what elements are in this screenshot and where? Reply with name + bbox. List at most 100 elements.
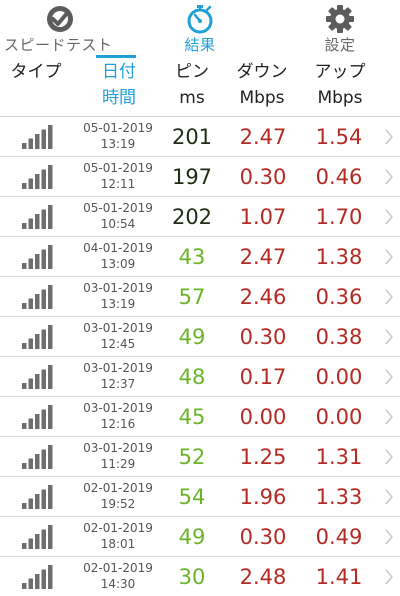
result-datetime: 05-01-2019 13:19 — [76, 120, 160, 152]
sort-upload-header[interactable]: アップ Mbps — [306, 59, 374, 111]
ping-header-label: ピン — [175, 62, 209, 82]
type-header-label: タイプ — [10, 62, 62, 82]
chevron-right-icon — [385, 569, 393, 585]
result-download: 0.30 — [239, 165, 287, 189]
signal-bars-icon — [22, 125, 53, 149]
result-time: 11:29 — [100, 457, 136, 471]
result-row[interactable]: 05-01-2019 13:19 201 2.47 1.54 — [0, 117, 400, 157]
result-time: 13:19 — [100, 297, 136, 311]
sort-ping-header[interactable]: ピン ms — [160, 59, 224, 111]
sort-download-header[interactable]: ダウン Mbps — [228, 59, 296, 111]
result-upload: 0.49 — [315, 525, 363, 549]
result-upload: 0.46 — [315, 165, 363, 189]
result-download: 0.30 — [239, 325, 287, 349]
result-time: 12:11 — [100, 177, 136, 191]
signal-bars-icon — [22, 285, 53, 309]
download-header-label: ダウン — [236, 62, 288, 82]
signal-bars-icon — [22, 245, 53, 269]
result-row[interactable]: 03-01-2019 12:45 49 0.30 0.38 — [0, 317, 400, 357]
result-datetime: 03-01-2019 11:29 — [76, 440, 160, 472]
result-ping: 52 — [178, 445, 206, 469]
signal-bars-icon — [22, 365, 53, 389]
chevron-right-icon — [385, 529, 393, 545]
result-time: 19:52 — [100, 497, 136, 511]
chevron-right-icon — [385, 289, 393, 305]
tab-results[interactable]: 結果 — [120, 0, 280, 54]
result-date: 05-01-2019 — [83, 161, 153, 175]
result-datetime: 04-01-2019 13:09 — [76, 240, 160, 272]
chevron-right-icon — [385, 209, 393, 225]
result-download: 0.17 — [239, 365, 287, 389]
result-date: 03-01-2019 — [83, 361, 153, 375]
result-upload: 1.41 — [315, 565, 363, 589]
tab-speedtest[interactable]: スピードテスト — [0, 0, 120, 54]
result-time: 12:45 — [100, 337, 136, 351]
top-tab-bar: スピードテスト 結果 設定 — [0, 0, 400, 54]
results-table-header: タイプ 日付 時間 ピン ms ダウン Mbps アップ Mbps — [0, 53, 400, 117]
tab-settings[interactable]: 設定 — [280, 0, 400, 54]
result-date: 02-01-2019 — [83, 521, 153, 535]
result-row[interactable]: 03-01-2019 11:29 52 1.25 1.31 — [0, 437, 400, 477]
chevron-right-icon — [385, 129, 393, 145]
result-datetime: 03-01-2019 12:37 — [76, 360, 160, 392]
chevron-right-icon — [385, 409, 393, 425]
result-ping: 48 — [178, 365, 206, 389]
result-row[interactable]: 03-01-2019 13:19 57 2.46 0.36 — [0, 277, 400, 317]
result-download: 0.30 — [239, 525, 287, 549]
result-time: 14:30 — [100, 577, 136, 591]
result-row[interactable]: 02-01-2019 14:30 30 2.48 1.41 — [0, 557, 400, 596]
upload-unit-label: Mbps — [317, 88, 363, 108]
result-row[interactable]: 04-01-2019 13:09 43 2.47 1.38 — [0, 237, 400, 277]
upload-header-label: アップ — [314, 62, 366, 82]
results-list: 05-01-2019 13:19 201 2.47 1.54 05-01-2019 12:… — [0, 117, 400, 596]
result-ping: 49 — [178, 525, 206, 549]
result-ping: 45 — [178, 405, 206, 429]
signal-bars-icon — [22, 205, 53, 229]
result-datetime: 02-01-2019 18:01 — [76, 520, 160, 552]
sort-type-header[interactable]: タイプ — [0, 59, 72, 85]
result-datetime: 03-01-2019 12:16 — [76, 400, 160, 432]
result-ping: 57 — [178, 285, 206, 309]
result-row[interactable]: 02-01-2019 19:52 54 1.96 1.33 — [0, 477, 400, 517]
result-datetime: 02-01-2019 19:52 — [76, 480, 160, 512]
result-row[interactable]: 05-01-2019 12:11 197 0.30 0.46 — [0, 157, 400, 197]
signal-bars-icon — [22, 405, 53, 429]
result-datetime: 05-01-2019 12:11 — [76, 160, 160, 192]
tab-settings-label: 設定 — [324, 36, 356, 54]
stopwatch-icon — [187, 5, 213, 34]
result-ping: 201 — [171, 125, 213, 149]
chevron-right-icon — [385, 329, 393, 345]
result-date: 03-01-2019 — [83, 281, 153, 295]
speedometer-check-icon — [47, 6, 73, 32]
result-row[interactable]: 03-01-2019 12:37 48 0.17 0.00 — [0, 357, 400, 397]
result-datetime: 03-01-2019 12:45 — [76, 320, 160, 352]
result-time: 13:19 — [100, 137, 136, 151]
signal-bars-icon — [22, 565, 53, 589]
result-row[interactable]: 03-01-2019 12:16 45 0.00 0.00 — [0, 397, 400, 437]
active-sort-indicator — [96, 55, 136, 58]
sort-date-header[interactable]: 日付 時間 — [90, 59, 148, 111]
result-ping: 49 — [178, 325, 206, 349]
result-download: 2.47 — [239, 245, 287, 269]
time-header-label: 時間 — [102, 88, 136, 108]
result-date: 05-01-2019 — [83, 201, 153, 215]
result-date: 04-01-2019 — [83, 241, 153, 255]
date-header-label: 日付 — [102, 62, 136, 82]
chevron-right-icon — [385, 169, 393, 185]
result-row[interactable]: 05-01-2019 10:54 202 1.07 1.70 — [0, 197, 400, 237]
result-download: 1.96 — [239, 485, 287, 509]
result-date: 02-01-2019 — [83, 481, 153, 495]
result-row[interactable]: 02-01-2019 18:01 49 0.30 0.49 — [0, 517, 400, 557]
result-download: 2.47 — [239, 125, 287, 149]
result-ping: 30 — [178, 565, 206, 589]
tab-results-label: 結果 — [184, 36, 216, 54]
result-upload: 0.38 — [315, 325, 363, 349]
signal-bars-icon — [22, 325, 53, 349]
chevron-right-icon — [385, 249, 393, 265]
result-upload: 0.36 — [315, 285, 363, 309]
result-download: 0.00 — [239, 405, 287, 429]
result-upload: 1.38 — [315, 245, 363, 269]
result-time: 12:16 — [100, 417, 136, 431]
result-upload: 1.54 — [315, 125, 363, 149]
result-date: 03-01-2019 — [83, 441, 153, 455]
